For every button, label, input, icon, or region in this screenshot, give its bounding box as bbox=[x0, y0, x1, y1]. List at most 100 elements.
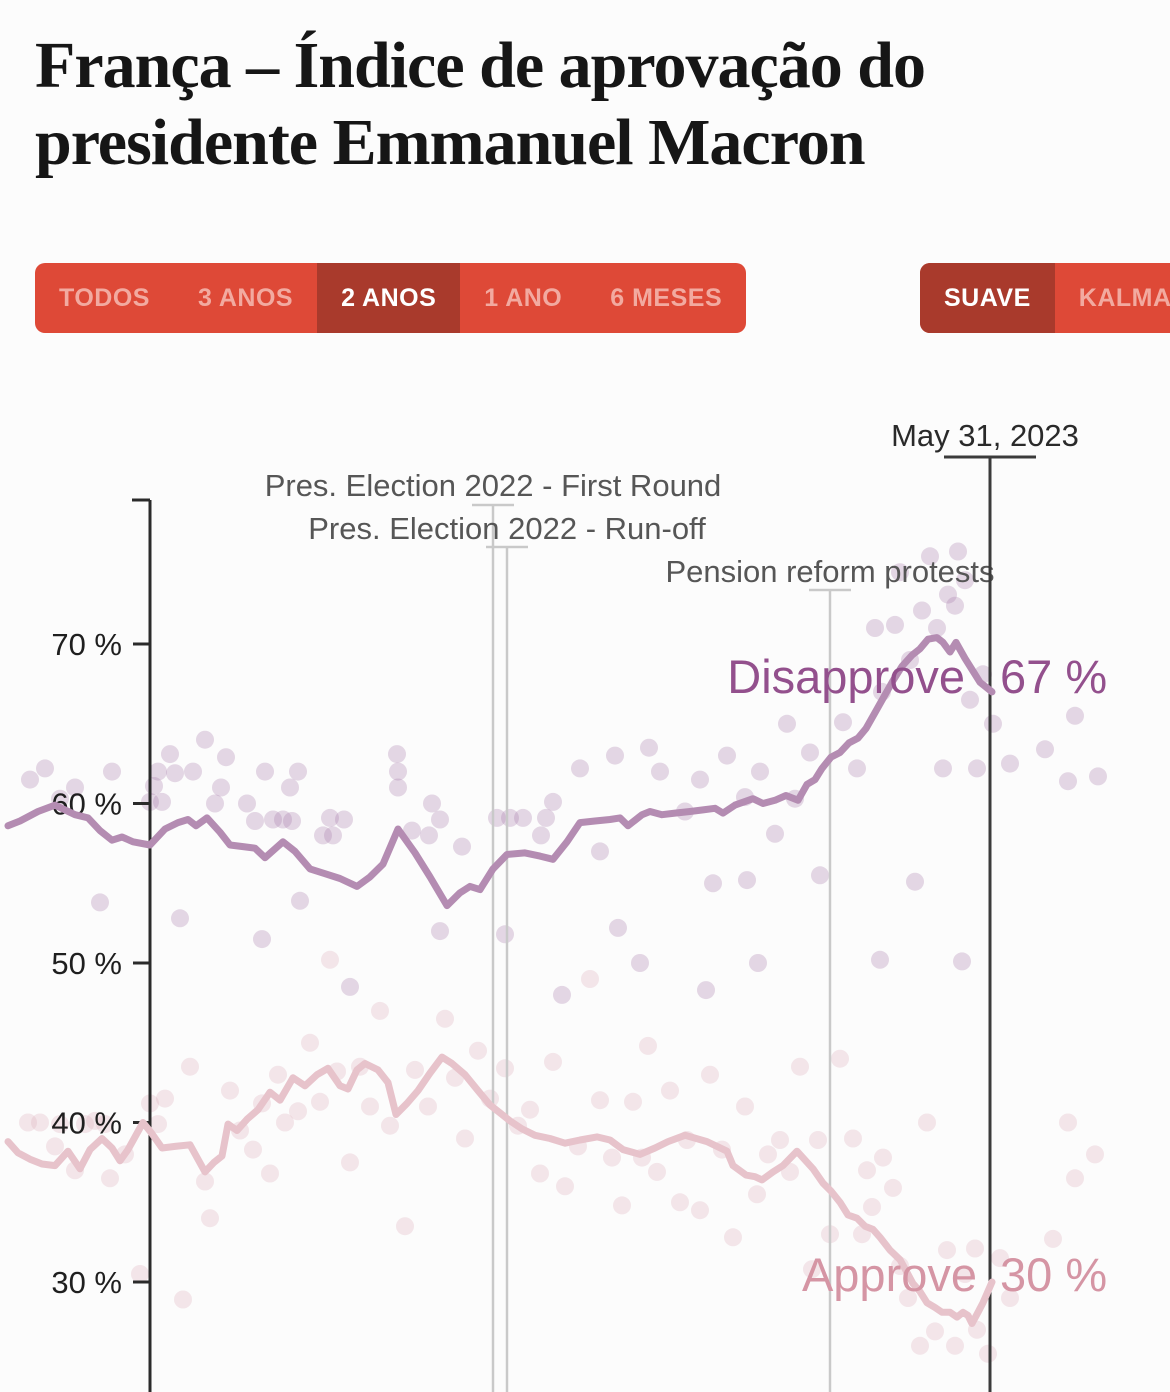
disapprove-poll-dot bbox=[281, 778, 299, 797]
disapprove-poll-dot bbox=[389, 762, 407, 781]
approve-poll-dot bbox=[544, 1052, 562, 1071]
disapprove-poll-dot bbox=[264, 810, 282, 829]
disapprove-poll-dot bbox=[537, 808, 555, 827]
approve-poll-dot bbox=[469, 1041, 487, 1060]
approve-poll-dot bbox=[946, 1336, 964, 1355]
approve-poll-dot bbox=[863, 1198, 881, 1216]
approve-poll-dot bbox=[311, 1092, 329, 1111]
disapprove-poll-dot bbox=[389, 778, 407, 797]
disapprove-poll-dot bbox=[946, 596, 964, 615]
approve-poll-dot bbox=[244, 1140, 262, 1159]
y-tick-label: 70 % bbox=[51, 627, 122, 662]
time-range-option-6meses[interactable]: 6 MESES bbox=[586, 263, 746, 333]
y-tick-label: 30 % bbox=[51, 1265, 122, 1300]
disapprove-poll-dot bbox=[1066, 706, 1084, 725]
approve-poll-dot bbox=[406, 1060, 424, 1079]
approve-poll-dot bbox=[201, 1209, 219, 1228]
disapprove-poll-dot bbox=[335, 810, 353, 829]
approve-poll-dot bbox=[613, 1196, 631, 1215]
disapprove-poll-dot bbox=[801, 743, 819, 762]
disapprove-poll-dot bbox=[274, 810, 292, 829]
disapprove-poll-dot bbox=[866, 619, 884, 637]
approve-poll-dot bbox=[748, 1185, 766, 1204]
disapprove-poll-dot bbox=[217, 748, 235, 767]
disapprove-poll-dot bbox=[246, 812, 264, 830]
disapprove-poll-dot bbox=[91, 893, 109, 912]
approve-poll-dot bbox=[991, 1249, 1009, 1268]
time-range-option-3anos[interactable]: 3 ANOS bbox=[174, 263, 317, 333]
disapprove-poll-dot bbox=[289, 762, 307, 781]
approve-poll-dot bbox=[803, 1260, 821, 1279]
disapprove-poll-dot bbox=[934, 759, 952, 778]
disapprove-label: Disapprove bbox=[727, 650, 965, 703]
disapprove-poll-dot bbox=[149, 762, 167, 781]
smoothing-option-kalman[interactable]: KALMAN bbox=[1055, 263, 1170, 333]
approve-poll-dot bbox=[956, 1265, 974, 1283]
smoothing-option-suave[interactable]: SUAVE bbox=[920, 263, 1055, 333]
disapprove-poll-dot bbox=[553, 985, 571, 1004]
disapprove-poll-dot bbox=[388, 745, 406, 764]
approve-poll-dot bbox=[19, 1113, 37, 1132]
approve-poll-dot bbox=[884, 1178, 902, 1197]
disapprove-poll-dot bbox=[184, 762, 202, 781]
approve-poll-dot bbox=[174, 1290, 192, 1309]
disapprove-poll-dot bbox=[544, 792, 562, 811]
disapprove-poll-dot bbox=[66, 778, 84, 797]
disapprove-poll-dot bbox=[1089, 767, 1107, 786]
disapprove-poll-dot bbox=[691, 770, 709, 789]
approve-poll-dot bbox=[361, 1097, 379, 1116]
approve-poll-dot bbox=[736, 1097, 754, 1116]
disapprove-poll-dot bbox=[161, 745, 179, 764]
disapprove-poll-dot bbox=[1059, 772, 1077, 791]
disapprove-poll-dot bbox=[153, 792, 171, 811]
approve-poll-dot bbox=[436, 1009, 454, 1028]
disapprove-poll-dot bbox=[751, 762, 769, 781]
disapprove-poll-dot bbox=[718, 746, 736, 765]
approve-poll-dot bbox=[1066, 1169, 1084, 1188]
disapprove-poll-dot bbox=[431, 922, 449, 941]
approve-poll-dot bbox=[771, 1131, 789, 1149]
disapprove-poll-dot bbox=[939, 585, 957, 604]
event-annotation-label: Pres. Election 2022 - Run-off bbox=[308, 511, 706, 546]
event-annotation-label: Pres. Election 2022 - First Round bbox=[265, 468, 722, 503]
disapprove-poll-dot bbox=[886, 615, 904, 634]
disapprove-poll-dot bbox=[321, 808, 339, 827]
approve-poll-dot bbox=[341, 1153, 359, 1172]
disapprove-poll-dot bbox=[956, 571, 974, 590]
approve-poll-dot bbox=[874, 1148, 892, 1167]
time-range-option-todos[interactable]: TODOS bbox=[35, 263, 174, 333]
time-range-option-2anos[interactable]: 2 ANOS bbox=[317, 263, 461, 333]
disapprove-poll-dot bbox=[738, 871, 756, 890]
disapprove-poll-dot bbox=[283, 812, 301, 830]
approve-poll-dot bbox=[791, 1057, 809, 1076]
disapprove-poll-dot bbox=[253, 930, 271, 949]
disapprove-poll-dot bbox=[171, 909, 189, 928]
disapprove-poll-dot bbox=[36, 759, 54, 778]
approve-poll-dot bbox=[371, 1001, 389, 1020]
disapprove-poll-dot bbox=[206, 794, 224, 813]
disapprove-poll-dot bbox=[697, 981, 715, 1000]
approve-poll-dot bbox=[639, 1036, 657, 1055]
approve-poll-dot bbox=[724, 1228, 742, 1247]
approve-poll-dot bbox=[289, 1102, 307, 1121]
approve-line bbox=[4, 1053, 996, 1327]
approve-poll-dot bbox=[938, 1241, 956, 1260]
disapprove-poll-dot bbox=[891, 563, 909, 582]
approve-poll-dot bbox=[671, 1193, 689, 1212]
approve-poll-dot bbox=[844, 1129, 862, 1148]
disapprove-poll-dot bbox=[341, 977, 359, 996]
disapprove-poll-dot bbox=[834, 713, 852, 732]
approve-poll-dot bbox=[911, 1336, 929, 1355]
disapprove-value-label: 67 % bbox=[1000, 650, 1107, 703]
disapprove-poll-dot bbox=[778, 714, 796, 733]
time-range-option-1ano[interactable]: 1 ANO bbox=[460, 263, 586, 333]
disapprove-poll-dot bbox=[403, 821, 421, 840]
disapprove-poll-dot bbox=[968, 759, 986, 778]
disapprove-poll-dot bbox=[212, 778, 230, 797]
approve-poll-dot bbox=[759, 1145, 777, 1164]
disapprove-poll-dot bbox=[913, 601, 931, 620]
approve-poll-dot bbox=[858, 1161, 876, 1180]
disapprove-poll-dot bbox=[928, 619, 946, 637]
disapprove-poll-dot bbox=[496, 925, 514, 944]
approve-poll-dot bbox=[648, 1162, 666, 1181]
